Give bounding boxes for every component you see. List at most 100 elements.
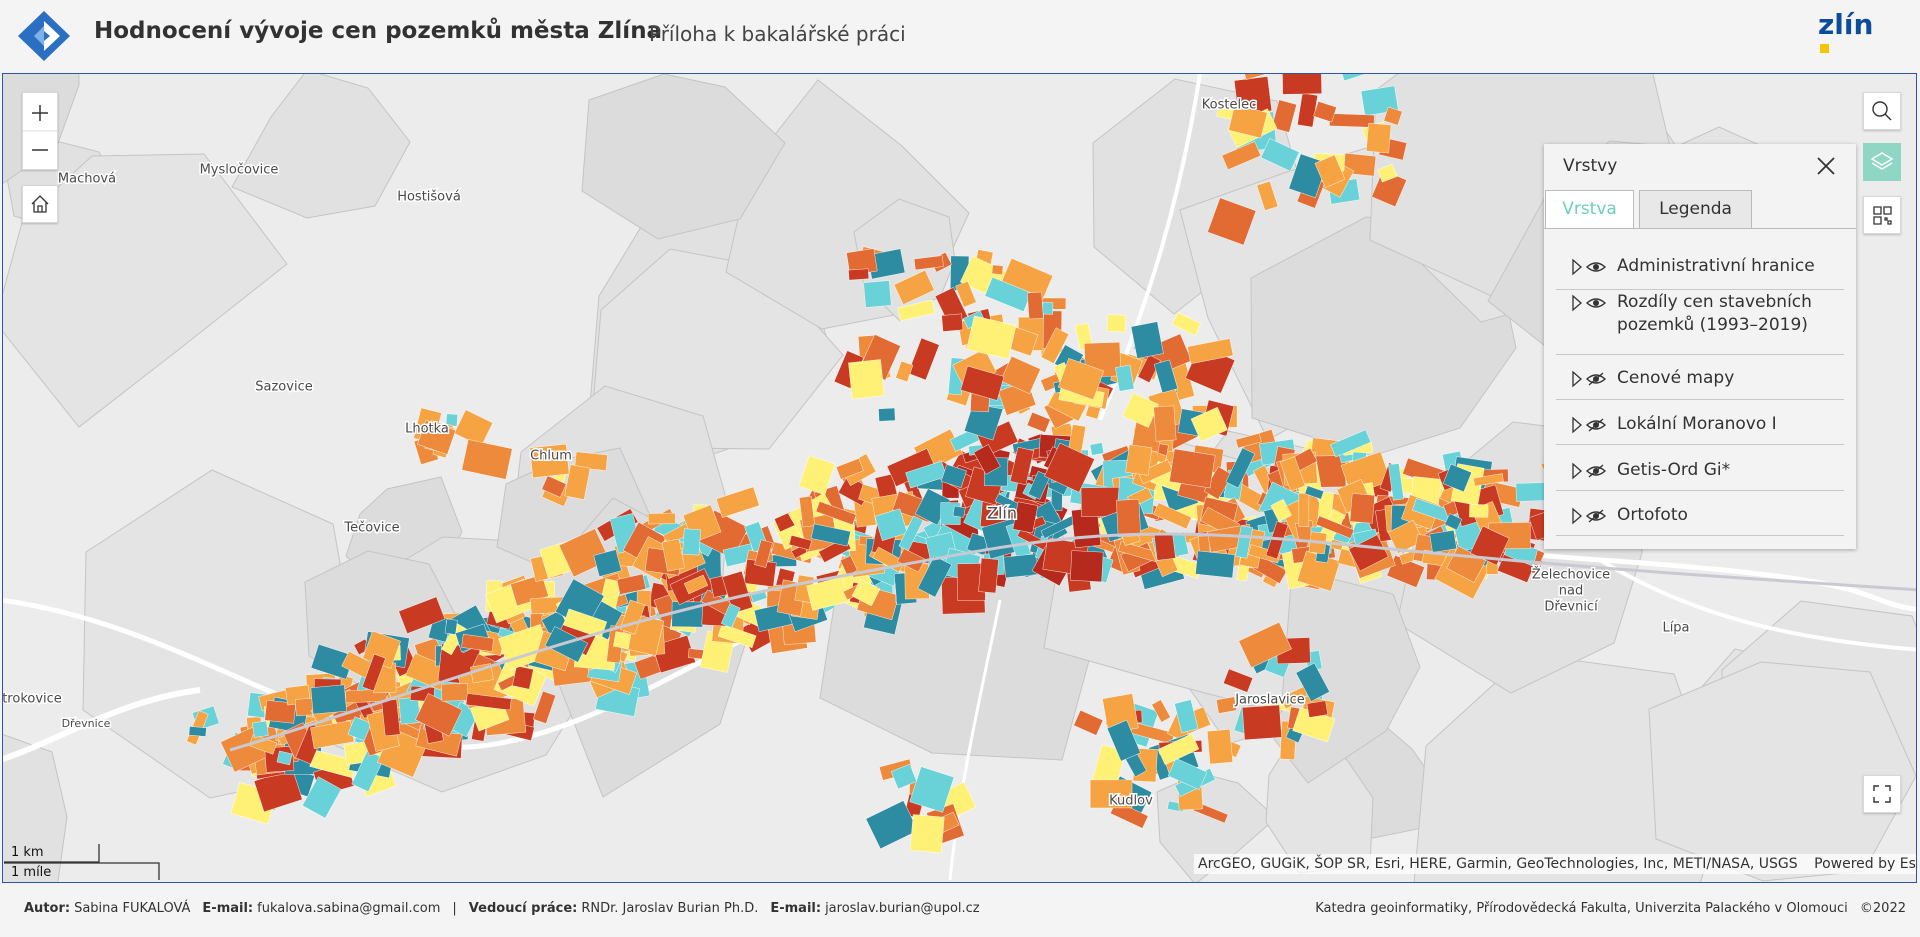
layer-controls (1570, 506, 1610, 526)
app-logo (18, 11, 70, 61)
parcel (1248, 544, 1281, 564)
credit-label: E-mail: (770, 901, 822, 916)
parcel (1349, 493, 1375, 524)
parcel (1388, 463, 1404, 501)
road (1598, 558, 1916, 652)
layer-controls (1570, 461, 1610, 481)
parcel (264, 700, 297, 724)
layers-button[interactable] (1863, 143, 1901, 181)
layer-name[interactable]: Getis-Ord Gi* (1617, 460, 1731, 480)
parcel (1377, 163, 1398, 183)
parcel (1040, 327, 1070, 364)
panel-title: Vrstvy (1563, 156, 1618, 176)
parcel (441, 683, 469, 702)
layer-icons[interactable] (1570, 369, 1610, 389)
parcel (1207, 197, 1257, 246)
road (948, 599, 1002, 881)
parcel (905, 460, 947, 489)
parcel (835, 458, 864, 480)
parcel (347, 716, 372, 742)
place-label: Sazovice (255, 380, 312, 395)
parcel (1313, 101, 1337, 123)
parcel (1221, 141, 1262, 170)
forest-area (581, 74, 786, 240)
zoom-in[interactable] (32, 105, 48, 121)
place-label: trokovice (3, 692, 62, 707)
parcel (1130, 321, 1164, 359)
parcel (1235, 525, 1253, 559)
parcel (682, 528, 701, 556)
parcel (1106, 314, 1127, 333)
place-label: Tečovice (343, 521, 399, 536)
place-label: Kudlov (1109, 794, 1153, 809)
parcel (529, 443, 570, 478)
home-button[interactable] (22, 185, 58, 223)
parcel (1473, 473, 1504, 487)
parcel (1366, 122, 1392, 154)
parcel (1256, 180, 1279, 211)
parcel (952, 505, 966, 518)
layer-icons[interactable] (1570, 415, 1610, 435)
footer-credits: Autor: Sabina FUKALOVÁ E-mail: fukalova.sab… (24, 901, 980, 916)
parcel (563, 608, 608, 639)
parcel (544, 626, 588, 663)
map-canvas[interactable]: Kostelec Machová Mysločovice Hostišová Sazov… (3, 74, 1916, 882)
layer-separator (1556, 399, 1844, 400)
parcel (1012, 501, 1039, 534)
parcel (1167, 758, 1208, 790)
layer-controls (1570, 369, 1610, 389)
parcel (1238, 621, 1292, 669)
powered-by[interactable]: Powered by Esri (1814, 856, 1917, 872)
parcel (940, 464, 967, 489)
parcel (1282, 74, 1322, 95)
place-label: Zlín (987, 504, 1017, 523)
fullscreen-button[interactable] (1863, 775, 1901, 813)
parcel (806, 576, 849, 611)
layer-separator (1556, 490, 1844, 491)
river (229, 532, 1916, 752)
parcel (893, 269, 935, 305)
tab-legend[interactable]: Legenda (1639, 190, 1752, 229)
layer-icons[interactable] (1570, 257, 1610, 277)
header: Hodnocení vývoje cen pozemků města Zlína… (0, 0, 1920, 72)
parcel (252, 720, 269, 738)
layer-separator (1556, 535, 1844, 536)
layer-icons[interactable] (1570, 506, 1610, 526)
credit-value: jaroslav.burian@upol.cz (825, 901, 980, 916)
parcel (909, 814, 945, 854)
close-button[interactable] (1814, 154, 1838, 178)
parcel (1115, 364, 1135, 392)
search-button[interactable] (1863, 92, 1901, 130)
credit-label: Vedoucí práce: (468, 901, 578, 916)
layer-name[interactable]: Rozdíly cen stavebních pozemků (1993–201… (1617, 292, 1812, 335)
parcel (647, 512, 676, 525)
parcel (895, 360, 914, 383)
parcel (1442, 463, 1472, 493)
place-label: Dřevnice (62, 717, 111, 730)
layer-name[interactable]: Lokální Moranovo I (1617, 414, 1777, 434)
layer-name[interactable]: Ortofoto (1617, 505, 1688, 525)
place-label: Jaroslavice (1234, 693, 1305, 708)
parcel (851, 578, 881, 607)
place-label: Mysločovice (200, 163, 279, 178)
layer-icons[interactable] (1570, 461, 1610, 481)
tab-layers[interactable]: Vrstva (1545, 190, 1634, 229)
place-label: Dřevnicí (1544, 600, 1598, 615)
qr-button[interactable] (1863, 196, 1901, 234)
parcel (863, 280, 892, 308)
parcel (917, 555, 952, 598)
parcel (1044, 442, 1095, 493)
layer-name[interactable]: Administrativní hranice (1617, 256, 1815, 276)
layer-icons[interactable] (1570, 293, 1610, 313)
parcel (865, 800, 919, 850)
layer-name[interactable]: Cenové mapy (1617, 368, 1735, 388)
map-view[interactable]: Kostelec Machová Mysločovice Hostišová Sazov… (2, 73, 1917, 883)
place-label: Chlum (530, 449, 572, 464)
parcel (1304, 485, 1325, 500)
city-logo[interactable]: zlín (1818, 8, 1874, 41)
place-label: nad (1559, 584, 1583, 599)
parcel (1240, 74, 1265, 80)
footer: Autor: Sabina FUKALOVÁ E-mail: fukalova.sab… (0, 885, 1920, 937)
parcel (1444, 513, 1463, 531)
